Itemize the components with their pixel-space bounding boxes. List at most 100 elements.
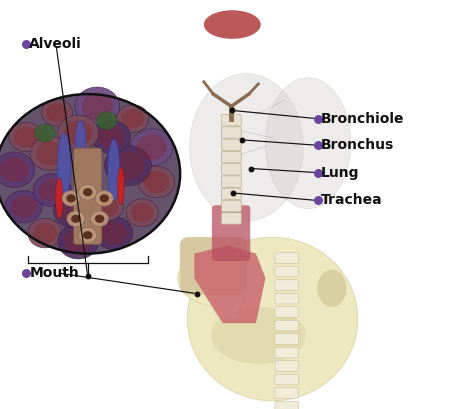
Circle shape bbox=[121, 109, 144, 128]
Circle shape bbox=[95, 196, 118, 217]
FancyBboxPatch shape bbox=[275, 334, 299, 344]
Circle shape bbox=[92, 120, 131, 154]
FancyBboxPatch shape bbox=[275, 307, 299, 317]
Polygon shape bbox=[201, 274, 246, 319]
Circle shape bbox=[98, 125, 125, 149]
Ellipse shape bbox=[95, 215, 104, 223]
Text: Alveoli: Alveoli bbox=[29, 37, 82, 51]
FancyBboxPatch shape bbox=[275, 361, 299, 371]
Circle shape bbox=[28, 218, 62, 248]
Circle shape bbox=[41, 99, 73, 126]
Circle shape bbox=[90, 192, 123, 221]
Circle shape bbox=[117, 105, 149, 133]
Ellipse shape bbox=[204, 10, 261, 39]
FancyBboxPatch shape bbox=[275, 253, 299, 263]
Text: Trachea: Trachea bbox=[321, 193, 383, 207]
Ellipse shape bbox=[190, 74, 303, 221]
Ellipse shape bbox=[318, 270, 346, 307]
Circle shape bbox=[46, 103, 68, 122]
FancyBboxPatch shape bbox=[221, 151, 241, 163]
Circle shape bbox=[14, 127, 38, 147]
Ellipse shape bbox=[178, 249, 263, 307]
FancyBboxPatch shape bbox=[275, 280, 299, 290]
Circle shape bbox=[64, 121, 92, 145]
Ellipse shape bbox=[75, 121, 86, 162]
Point bbox=[22, 40, 30, 47]
Circle shape bbox=[130, 129, 173, 166]
Circle shape bbox=[94, 216, 133, 250]
Ellipse shape bbox=[62, 191, 80, 206]
Point bbox=[314, 142, 321, 148]
Circle shape bbox=[30, 136, 70, 171]
Circle shape bbox=[10, 195, 37, 218]
Ellipse shape bbox=[187, 237, 358, 401]
Circle shape bbox=[54, 193, 93, 228]
FancyBboxPatch shape bbox=[275, 374, 299, 385]
Ellipse shape bbox=[55, 178, 63, 219]
Circle shape bbox=[57, 115, 99, 151]
Ellipse shape bbox=[108, 139, 119, 200]
Circle shape bbox=[126, 199, 158, 227]
FancyBboxPatch shape bbox=[275, 401, 299, 409]
FancyBboxPatch shape bbox=[275, 293, 299, 304]
Point bbox=[314, 197, 321, 204]
Circle shape bbox=[82, 93, 113, 120]
FancyBboxPatch shape bbox=[221, 200, 241, 212]
Circle shape bbox=[33, 223, 57, 243]
Ellipse shape bbox=[91, 211, 109, 227]
Text: Bronchus: Bronchus bbox=[321, 138, 394, 152]
Point bbox=[193, 290, 201, 297]
Circle shape bbox=[75, 87, 119, 126]
Circle shape bbox=[144, 171, 169, 193]
Ellipse shape bbox=[57, 133, 71, 198]
Point bbox=[84, 273, 91, 279]
Circle shape bbox=[96, 112, 117, 130]
Ellipse shape bbox=[95, 191, 113, 206]
FancyBboxPatch shape bbox=[275, 347, 299, 358]
FancyBboxPatch shape bbox=[275, 266, 299, 277]
Ellipse shape bbox=[265, 78, 351, 209]
Circle shape bbox=[131, 203, 154, 222]
Point bbox=[314, 115, 321, 122]
Ellipse shape bbox=[117, 168, 124, 204]
Point bbox=[238, 137, 246, 143]
FancyBboxPatch shape bbox=[221, 127, 241, 138]
Ellipse shape bbox=[66, 194, 76, 202]
Circle shape bbox=[137, 134, 167, 160]
FancyBboxPatch shape bbox=[221, 164, 241, 175]
Ellipse shape bbox=[71, 215, 81, 223]
Point bbox=[314, 169, 321, 176]
FancyBboxPatch shape bbox=[73, 148, 102, 245]
FancyBboxPatch shape bbox=[180, 237, 246, 294]
Circle shape bbox=[39, 179, 65, 202]
Point bbox=[247, 165, 255, 172]
Circle shape bbox=[0, 92, 182, 256]
FancyBboxPatch shape bbox=[275, 388, 299, 398]
Circle shape bbox=[33, 174, 71, 207]
Ellipse shape bbox=[67, 211, 85, 227]
Ellipse shape bbox=[211, 307, 306, 364]
Ellipse shape bbox=[79, 227, 97, 243]
Text: Mouth: Mouth bbox=[29, 266, 79, 280]
FancyBboxPatch shape bbox=[221, 115, 241, 126]
Point bbox=[22, 270, 30, 276]
FancyBboxPatch shape bbox=[221, 139, 241, 151]
Ellipse shape bbox=[93, 164, 101, 217]
Circle shape bbox=[0, 157, 28, 182]
Circle shape bbox=[104, 145, 152, 186]
FancyBboxPatch shape bbox=[221, 176, 241, 187]
Circle shape bbox=[5, 191, 42, 222]
Text: Bronchiole: Bronchiole bbox=[321, 112, 404, 126]
Circle shape bbox=[111, 151, 145, 180]
Point bbox=[228, 107, 236, 114]
FancyBboxPatch shape bbox=[212, 205, 250, 261]
Point bbox=[229, 190, 237, 196]
Ellipse shape bbox=[100, 194, 109, 202]
Circle shape bbox=[0, 94, 180, 254]
Circle shape bbox=[9, 122, 43, 152]
Circle shape bbox=[100, 222, 127, 245]
Circle shape bbox=[58, 224, 99, 259]
Circle shape bbox=[60, 199, 87, 222]
Circle shape bbox=[138, 166, 175, 198]
Polygon shape bbox=[194, 245, 265, 323]
